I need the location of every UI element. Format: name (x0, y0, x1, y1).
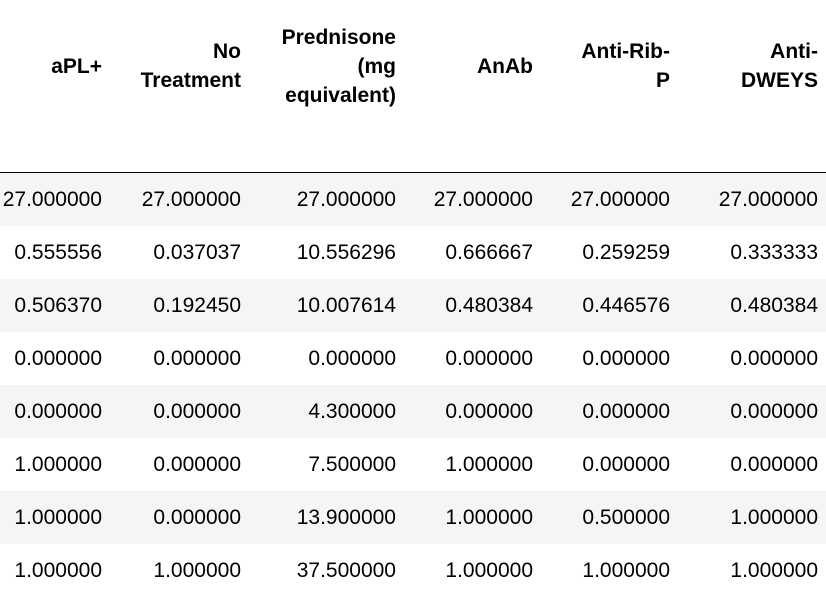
header-line: Anti- (770, 40, 818, 63)
table-cell: 0.000000 (251, 332, 406, 385)
table-cell: 0.500000 (543, 491, 680, 544)
header-line: DWEYS (740, 69, 818, 92)
column-header-no-treatment: No Treatment (112, 0, 251, 173)
table-cell: 0.000000 (543, 332, 680, 385)
table-cell: 1.000000 (680, 544, 826, 590)
header-line: aPL+ (51, 54, 102, 78)
table-cell: 1.000000 (406, 491, 543, 544)
table-cell: 0.000000 (112, 438, 251, 491)
table-cell: 0.000000 (0, 385, 112, 438)
header-line: Treatment (140, 69, 241, 92)
table-cell: 27.000000 (680, 172, 826, 226)
table-cell: 27.000000 (0, 172, 112, 226)
table-cell: 1.000000 (112, 544, 251, 590)
table-cell: 27.000000 (543, 172, 680, 226)
table-cell: 1.000000 (406, 544, 543, 590)
table-cell: 0.480384 (406, 279, 543, 332)
header-line: (mg (357, 54, 397, 78)
table-cell: 0.192450 (112, 279, 251, 332)
table-cell: 27.000000 (251, 172, 406, 226)
table-cell: 0.000000 (543, 385, 680, 438)
table-cell: 27.000000 (112, 172, 251, 226)
table-cell: 13.900000 (251, 491, 406, 544)
table-cell: 1.000000 (406, 438, 543, 491)
table-row: 0.000000 0.000000 4.300000 0.000000 0.000000… (0, 385, 826, 438)
column-header-prednisone: Prednisone (mg equivalent) (251, 0, 406, 173)
header-line: AnAb (477, 54, 533, 78)
header-line: equivalent) (285, 83, 396, 107)
column-header-anab: AnAb (406, 0, 543, 173)
column-header-anti-rib-p: Anti-Rib- P (543, 0, 680, 173)
table-cell: 37.500000 (251, 544, 406, 590)
table-cell: 1.000000 (0, 544, 112, 590)
table-cell: 0.000000 (112, 332, 251, 385)
table-row: 1.000000 0.000000 13.900000 1.000000 0.50000… (0, 491, 826, 544)
table-cell: 0.000000 (680, 385, 826, 438)
table-row: 0.555556 0.037037 10.556296 0.666667 0.25925… (0, 226, 826, 279)
header-line: Prednisone (281, 25, 396, 49)
table-row: 0.506370 0.192450 10.007614 0.480384 0.44657… (0, 279, 826, 332)
header-line: Anti-Rib- (581, 40, 670, 63)
table-cell: 0.000000 (543, 438, 680, 491)
table-cell: 1.000000 (0, 491, 112, 544)
table-cell: 0.000000 (680, 438, 826, 491)
column-header-anti-dweys: Anti- DWEYS (680, 0, 826, 173)
table-cell: 0.037037 (112, 226, 251, 279)
table-cell: 10.556296 (251, 226, 406, 279)
table-cell: 0.666667 (406, 226, 543, 279)
table-cell: 0.000000 (406, 385, 543, 438)
table-cell: 0.000000 (406, 332, 543, 385)
table-cell: 0.259259 (543, 226, 680, 279)
table-body: 27.000000 27.000000 27.000000 27.000000 27.0… (0, 172, 826, 590)
table-row: 1.000000 0.000000 7.500000 1.000000 0.000000… (0, 438, 826, 491)
table-cell: 1.000000 (543, 544, 680, 590)
table-cell: 0.000000 (0, 332, 112, 385)
header-line: P (655, 69, 670, 92)
table-cell: 0.000000 (112, 491, 251, 544)
table-cell: 4.300000 (251, 385, 406, 438)
table-header: aPL+ No Treatment Prednisone (mg equival… (0, 0, 826, 173)
table-cell: 0.555556 (0, 226, 112, 279)
table-cell: 0.480384 (680, 279, 826, 332)
column-header-apl-positive: aPL+ (0, 0, 112, 173)
table-cell: 0.000000 (680, 332, 826, 385)
table-cell: 1.000000 (680, 491, 826, 544)
table-row: 1.000000 1.000000 37.500000 1.000000 1.00000… (0, 544, 826, 590)
header-line: No (213, 40, 241, 63)
table-row: 27.000000 27.000000 27.000000 27.000000 27.0… (0, 172, 826, 226)
table-cell: 0.506370 (0, 279, 112, 332)
table-cell: 0.000000 (112, 385, 251, 438)
table-cell: 0.333333 (680, 226, 826, 279)
table-cell: 10.007614 (251, 279, 406, 332)
table-cell: 7.500000 (251, 438, 406, 491)
header-row: aPL+ No Treatment Prednisone (mg equival… (0, 0, 826, 173)
table-cell: 1.000000 (0, 438, 112, 491)
table-cell: 27.000000 (406, 172, 543, 226)
table-row: 0.000000 0.000000 0.000000 0.000000 0.000000… (0, 332, 826, 385)
table-cell: 0.446576 (543, 279, 680, 332)
